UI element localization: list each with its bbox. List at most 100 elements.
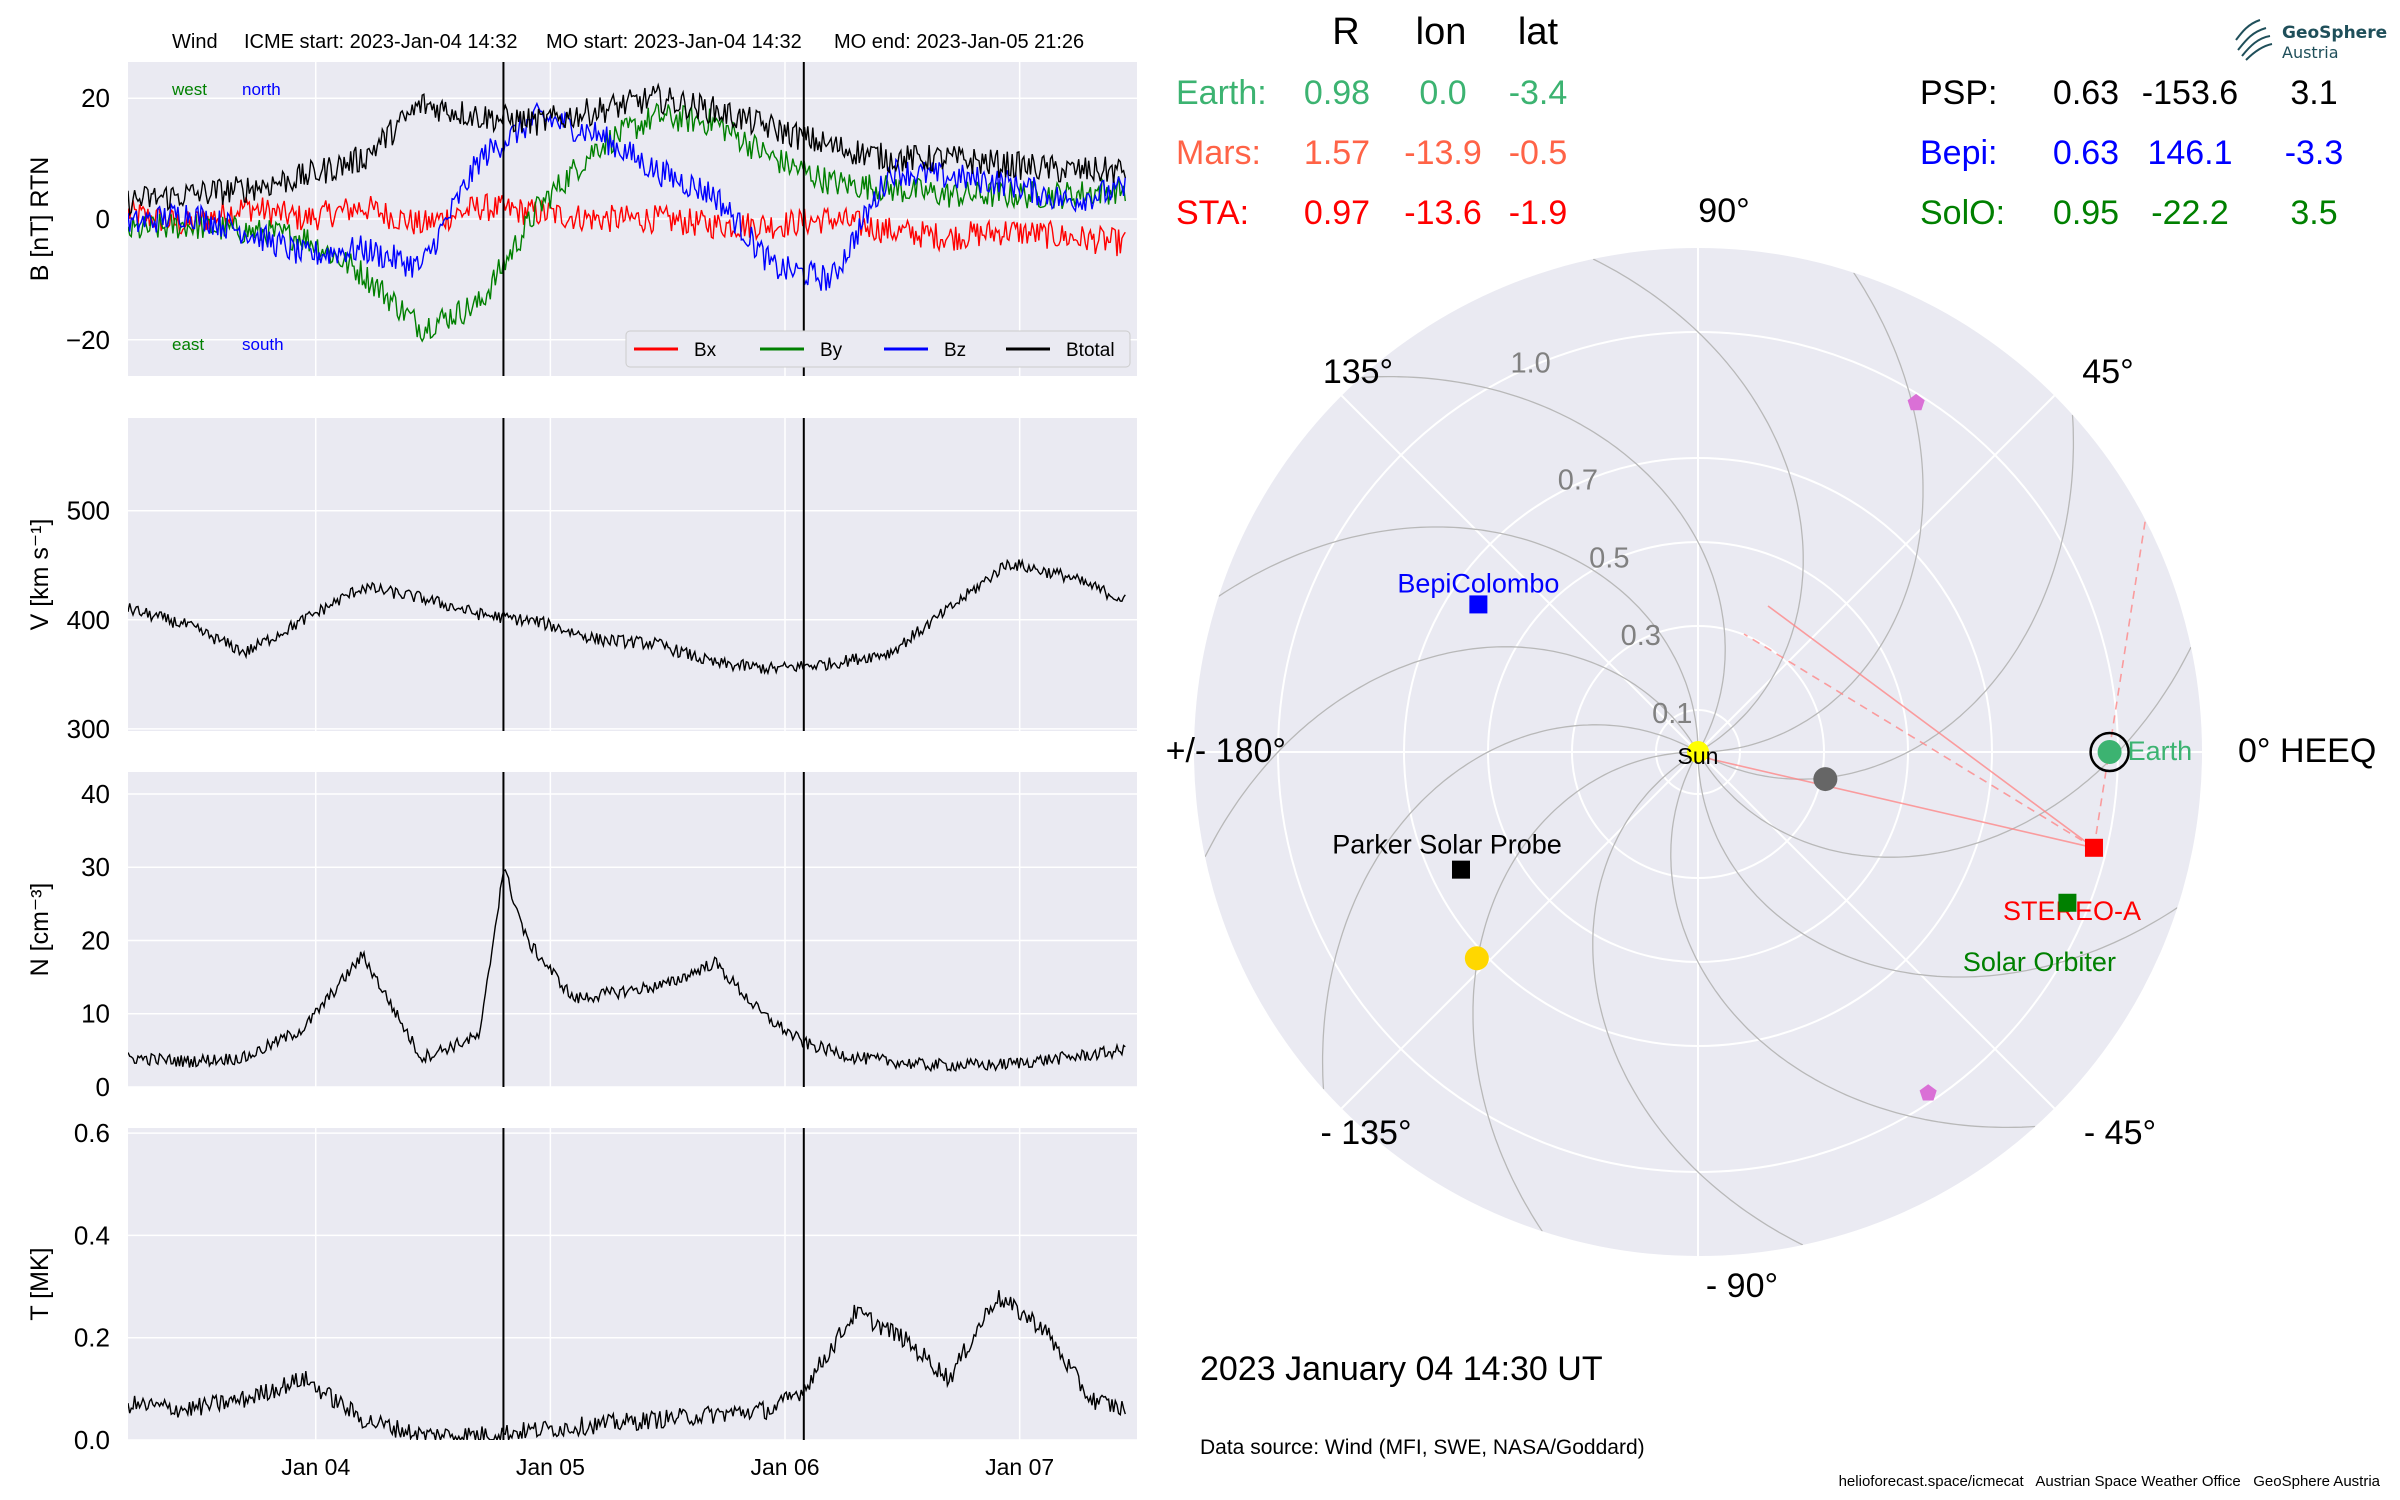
logo-line-1: GeoSphere xyxy=(2282,23,2387,43)
y-tick-label: 0.4 xyxy=(74,1220,110,1250)
series-line-By xyxy=(128,102,1126,343)
table-cell: 0.98 xyxy=(1304,74,1370,112)
series-line-V xyxy=(128,558,1126,676)
radial-tick-label: 0.7 xyxy=(1558,464,1598,496)
object-label: Earth xyxy=(2128,736,2193,766)
angle-label: - 135° xyxy=(1320,1114,1411,1152)
angular-gridline xyxy=(1340,751,1699,1110)
mo-start-label: MO start: 2023-Jan-04 14:32 xyxy=(546,31,802,53)
panel-1: 500 400 300 V [km s⁻¹] xyxy=(26,418,1137,744)
object-parker-solar-probe: Parker Solar Probe xyxy=(1332,830,1562,879)
table-row-name: Bepi: xyxy=(1920,134,1998,172)
angle-label: 0° HEEQ xyxy=(2238,732,2376,770)
series-line-T xyxy=(128,1290,1126,1440)
x-tick-label: Jan 04 xyxy=(281,1454,350,1480)
parker-spiral xyxy=(1670,751,2036,1129)
panel-0: 20 0 −20 B [nT] RTN west north east south Bx By Bz… xyxy=(26,62,1137,376)
table-cell: 3.5 xyxy=(2290,194,2337,232)
legend-label: Bz xyxy=(944,340,966,361)
stereo-a-track-line xyxy=(1705,757,2095,849)
table-row-name: PSP: xyxy=(1920,74,1997,112)
y-tick-label: 400 xyxy=(67,605,110,635)
table-header: lon xyxy=(1416,11,1467,53)
object-marker xyxy=(1469,595,1488,614)
y-tick-label: 20 xyxy=(81,83,110,113)
object-label: Solar Orbiter xyxy=(1963,947,2116,977)
x-tick-label: Jan 05 xyxy=(516,1454,585,1480)
object-marker xyxy=(1464,946,1489,971)
y-tick-label: 0.6 xyxy=(74,1118,110,1148)
object-marker xyxy=(1813,767,1838,792)
object-label: Sun xyxy=(1678,743,1719,769)
y-axis-label: B [nT] RTN xyxy=(26,157,54,282)
legend-label: By xyxy=(820,340,843,361)
annotation-south: south xyxy=(242,335,284,354)
y-tick-label: 20 xyxy=(81,925,110,955)
parker-spiral xyxy=(1697,752,2178,978)
y-axis-label: V [km s⁻¹] xyxy=(26,519,54,631)
footer-credits: helioforecast.space/icmecat Austrian Spa… xyxy=(1839,1473,2381,1490)
table-row-name: Earth: xyxy=(1176,74,1267,112)
table-header: lat xyxy=(1518,11,1559,53)
angle-label: 90° xyxy=(1698,192,1749,230)
data-source-label: Data source: Wind (MFI, SWE, NASA/Goddar… xyxy=(1200,1436,1645,1459)
radial-tick-label: 0.3 xyxy=(1621,620,1661,652)
parker-spiral xyxy=(1204,646,1699,858)
object-solar-orbiter: Solar Orbiter xyxy=(1963,893,2116,977)
object-label: BepiColombo xyxy=(1397,568,1559,598)
angular-gridline xyxy=(1340,394,1699,753)
angle-label: 135° xyxy=(1323,353,1393,391)
object-bepicolombo: BepiColombo xyxy=(1397,568,1559,614)
angle-label: 45° xyxy=(2082,353,2133,391)
x-tick-label: Jan 07 xyxy=(985,1454,1054,1480)
parker-spiral xyxy=(1360,375,1726,753)
parker-spiral xyxy=(1218,526,1699,752)
angle-label: - 45° xyxy=(2084,1114,2156,1152)
parker-spiral xyxy=(1697,414,2075,780)
table-cell: 0.0 xyxy=(1419,74,1466,112)
y-tick-label: −20 xyxy=(66,325,110,355)
table-cell: 146.1 xyxy=(2147,134,2232,172)
annotation-east: east xyxy=(172,335,204,354)
series-line-Btotal xyxy=(128,82,1126,217)
y-tick-label: 10 xyxy=(81,999,110,1029)
instrument-name: Wind xyxy=(172,31,218,53)
time-series-panels: 20 0 −20 B [nT] RTN west north east south Bx By Bz… xyxy=(26,62,1137,1480)
object-sun: Sun xyxy=(1678,741,1719,769)
parker-spiral xyxy=(1698,272,1924,753)
series-line-N xyxy=(128,869,1126,1073)
y-tick-label: 0 xyxy=(96,204,110,234)
angular-gridline xyxy=(1697,751,2056,1110)
logo-line-2: Austria xyxy=(2282,43,2339,62)
table-cell: 3.1 xyxy=(2290,74,2337,112)
angle-label: - 90° xyxy=(1706,1267,1778,1305)
geosphere-logo: GeoSphere Austria xyxy=(2232,10,2392,66)
y-axis-label: T [MK] xyxy=(26,1247,54,1320)
panel-background xyxy=(128,418,1137,731)
object-marker xyxy=(1451,860,1470,879)
x-tick-label: Jan 06 xyxy=(750,1454,819,1480)
panel-2: 40 30 20 10 0 N [cm⁻³] xyxy=(26,772,1137,1102)
annotation-west: west xyxy=(171,80,207,99)
table-cell: -3.4 xyxy=(1509,74,1568,112)
legend-label: Btotal xyxy=(1066,340,1115,361)
y-tick-label: 0 xyxy=(96,1072,110,1102)
table-cell: -3.3 xyxy=(2285,134,2344,172)
geosphere-logo-mark-icon: GeoSphere Austria xyxy=(2235,19,2387,62)
y-tick-label: 300 xyxy=(67,714,110,744)
parker-spiral xyxy=(1321,724,1699,1090)
object-earth: Earth xyxy=(2089,731,2193,773)
stereo-a-track-line xyxy=(1743,633,2095,849)
table-cell: 0.95 xyxy=(2053,194,2119,232)
parker-spiral xyxy=(1592,751,1804,1246)
y-tick-label: 40 xyxy=(81,779,110,809)
table-cell: -13.6 xyxy=(1404,194,1482,232)
legend: Bx By Bz Btotal xyxy=(625,330,1131,368)
object-marker xyxy=(2097,740,2122,764)
angle-label: +/- 180° xyxy=(1166,732,1286,770)
table-row-name: STA: xyxy=(1176,194,1249,232)
table-cell: 1.57 xyxy=(1304,134,1370,172)
table-row-name: Mars: xyxy=(1176,134,1261,172)
object-marker xyxy=(1687,741,1709,763)
